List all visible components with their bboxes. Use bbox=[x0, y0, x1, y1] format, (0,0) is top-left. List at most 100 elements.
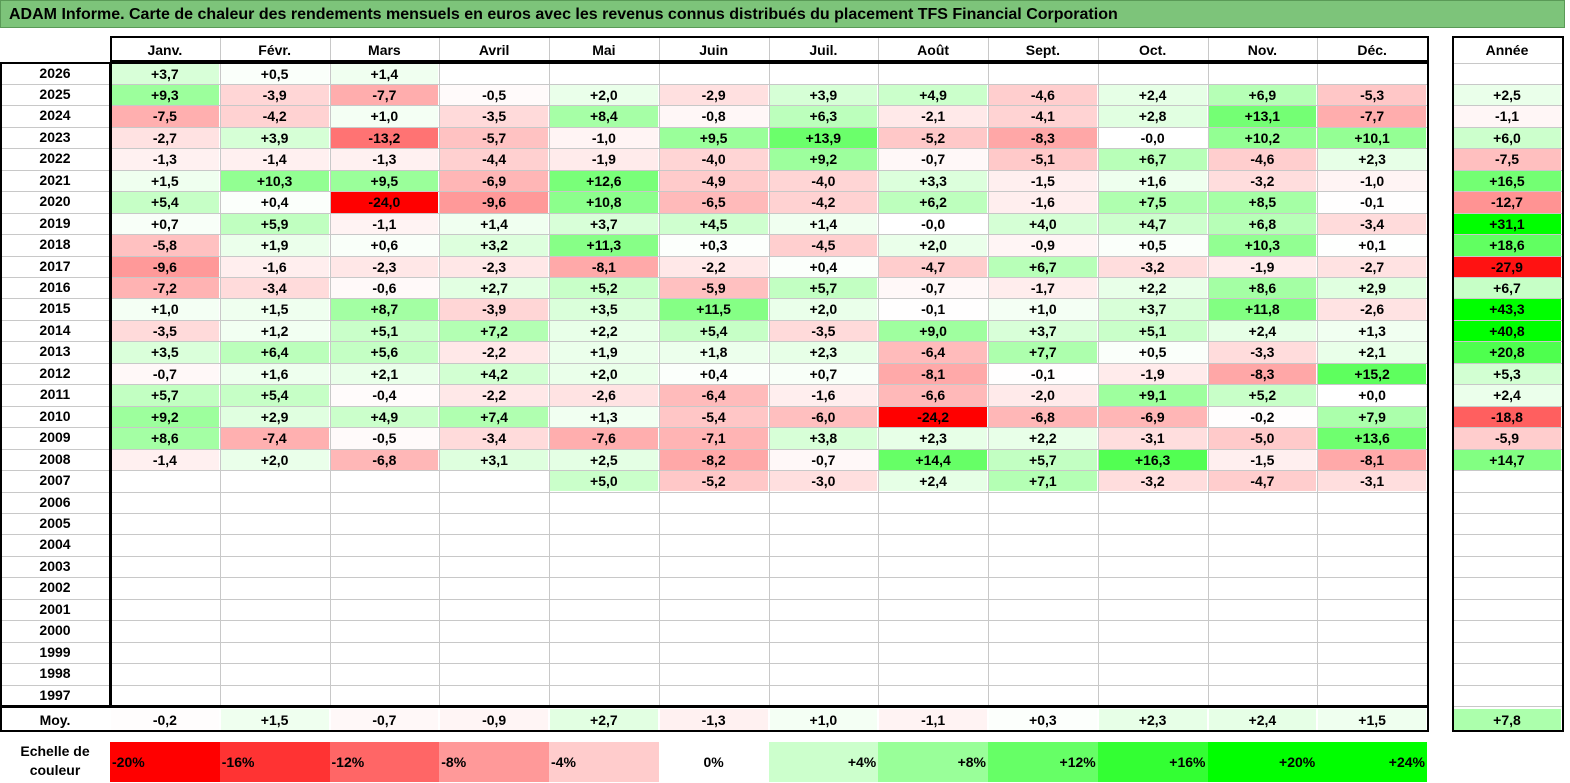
heatmap-cell bbox=[1318, 578, 1426, 598]
grid-line bbox=[0, 641, 1427, 643]
color-scale-stop: +24% bbox=[1317, 742, 1427, 782]
heatmap-cell: +1,6 bbox=[1098, 170, 1207, 192]
heatmap-cell: -9,6 bbox=[440, 192, 548, 213]
heatmap-cell: -2,1 bbox=[879, 106, 987, 127]
heatmap-cell: -1,9 bbox=[1098, 363, 1207, 385]
annual-cell: +18,6 bbox=[1453, 235, 1561, 256]
grid-line bbox=[1452, 362, 1562, 364]
heatmap-cell bbox=[770, 621, 878, 641]
grid-line bbox=[0, 255, 1427, 257]
heatmap-cell: +2,1 bbox=[330, 363, 439, 385]
heatmap-cell bbox=[1099, 64, 1207, 84]
heatmap-cell: +5,4 bbox=[111, 192, 219, 213]
heatmap-cell: +8,6 bbox=[111, 428, 219, 449]
grid-line bbox=[1317, 38, 1319, 706]
heatmap-cell bbox=[331, 621, 439, 641]
heatmap-cell: -1,9 bbox=[550, 149, 658, 170]
grid-line bbox=[0, 384, 1427, 386]
heatmap-cell bbox=[1318, 643, 1426, 663]
heatmap-cell bbox=[989, 621, 1097, 641]
heatmap-cell: -8,3 bbox=[989, 127, 1097, 149]
annual-cell: +5,3 bbox=[1453, 363, 1561, 385]
heatmap-cell: +2,2 bbox=[550, 320, 658, 342]
heatmap-cell: +9,1 bbox=[1098, 385, 1207, 406]
annual-cell: +6,0 bbox=[1453, 127, 1561, 149]
heatmap-cell: -5,7 bbox=[440, 127, 548, 149]
heatmap-cell bbox=[1209, 64, 1317, 84]
heatmap-cell: -24,0 bbox=[330, 192, 439, 213]
heatmap-cell: -0,9 bbox=[989, 235, 1097, 256]
annual-cell bbox=[1453, 535, 1561, 555]
heatmap-cell: +13,1 bbox=[1208, 106, 1317, 127]
heatmap-cell bbox=[111, 621, 219, 641]
heatmap-cell bbox=[660, 578, 768, 598]
heatmap-cell bbox=[660, 664, 768, 684]
heatmap-cell: +10,3 bbox=[1208, 235, 1317, 256]
heatmap-cell: +2,7 bbox=[440, 278, 548, 299]
heatmap-cell: +7,2 bbox=[440, 320, 548, 342]
annual-cell: +43,3 bbox=[1453, 299, 1561, 320]
grid-line bbox=[0, 706, 1427, 707]
grid-line bbox=[1452, 62, 1562, 64]
heatmap-cell: -6,0 bbox=[769, 406, 878, 428]
grid-line bbox=[0, 298, 1427, 300]
heatmap-cell: +3,7 bbox=[111, 63, 219, 84]
year-label: 2001 bbox=[39, 600, 71, 617]
heatmap-cell: +9,5 bbox=[659, 127, 768, 149]
heatmap-cell: +5,4 bbox=[659, 320, 768, 342]
grid-line bbox=[0, 148, 1427, 150]
heatmap-cell: +2,3 bbox=[879, 428, 987, 449]
heatmap-cell bbox=[660, 686, 768, 706]
heatmap-cell: -7,7 bbox=[1318, 106, 1426, 127]
average-cell: -1,1 bbox=[879, 709, 987, 731]
heatmap-cell: +6,7 bbox=[1098, 149, 1207, 170]
heatmap-cell: -2,2 bbox=[659, 256, 768, 277]
grid-line bbox=[1452, 298, 1562, 300]
heatmap-cell bbox=[879, 686, 987, 706]
average-cell: +1,5 bbox=[220, 709, 329, 731]
heatmap-cell bbox=[1099, 493, 1207, 513]
heatmap-cell: +1,3 bbox=[550, 406, 658, 428]
heatmap-cell: -6,9 bbox=[440, 170, 548, 192]
average-cell: +2,4 bbox=[1208, 709, 1317, 731]
heatmap-cell: -7,7 bbox=[330, 84, 439, 106]
heatmap-cell: +11,8 bbox=[1208, 299, 1317, 320]
heatmap-cell bbox=[660, 557, 768, 577]
heatmap-cell bbox=[550, 621, 658, 641]
heatmap-cell bbox=[879, 643, 987, 663]
grid-line bbox=[0, 191, 1427, 193]
heatmap-cell: +4,9 bbox=[330, 406, 439, 428]
heatmap-cell bbox=[331, 493, 439, 513]
heatmap-cell: -8,1 bbox=[550, 256, 658, 277]
grid-line bbox=[1452, 384, 1562, 386]
heatmap-cell bbox=[221, 621, 329, 641]
annual-cell bbox=[1453, 471, 1561, 491]
year-label: 2010 bbox=[39, 407, 71, 424]
heatmap-cell: +3,9 bbox=[220, 127, 329, 149]
heatmap-cell: +5,4 bbox=[220, 385, 329, 406]
heatmap-cell: +15,2 bbox=[1318, 363, 1426, 385]
heatmap-cell bbox=[111, 493, 219, 513]
heatmap-cell: -7,5 bbox=[111, 106, 219, 127]
heatmap-cell: +2,1 bbox=[1318, 342, 1426, 363]
heatmap-cell: +2,3 bbox=[769, 342, 878, 363]
heatmap-cell bbox=[1099, 535, 1207, 555]
heatmap-cell bbox=[1209, 557, 1317, 577]
heatmap-cell: -3,0 bbox=[769, 471, 878, 492]
color-scale-stop: 0% bbox=[658, 742, 769, 782]
heatmap-cell: -3,4 bbox=[440, 428, 548, 449]
title-bar: ADAM Informe. Carte de chaleur des rende… bbox=[0, 0, 1565, 28]
heatmap-cell: -2,0 bbox=[989, 385, 1097, 406]
grid-line bbox=[0, 620, 1427, 622]
heatmap-cell: -1,9 bbox=[1208, 256, 1317, 277]
heatmap-cell bbox=[221, 600, 329, 620]
color-scale-stop: -4% bbox=[549, 742, 659, 782]
heatmap-cell: -0,4 bbox=[330, 385, 439, 406]
grid-line bbox=[0, 277, 1427, 278]
annual-cell: -12,7 bbox=[1453, 192, 1561, 213]
heatmap-cell: -0,7 bbox=[111, 363, 219, 385]
color-scale-stop: -8% bbox=[439, 742, 549, 782]
heatmap-cell bbox=[989, 64, 1097, 84]
heatmap-cell: -4,9 bbox=[659, 170, 768, 192]
